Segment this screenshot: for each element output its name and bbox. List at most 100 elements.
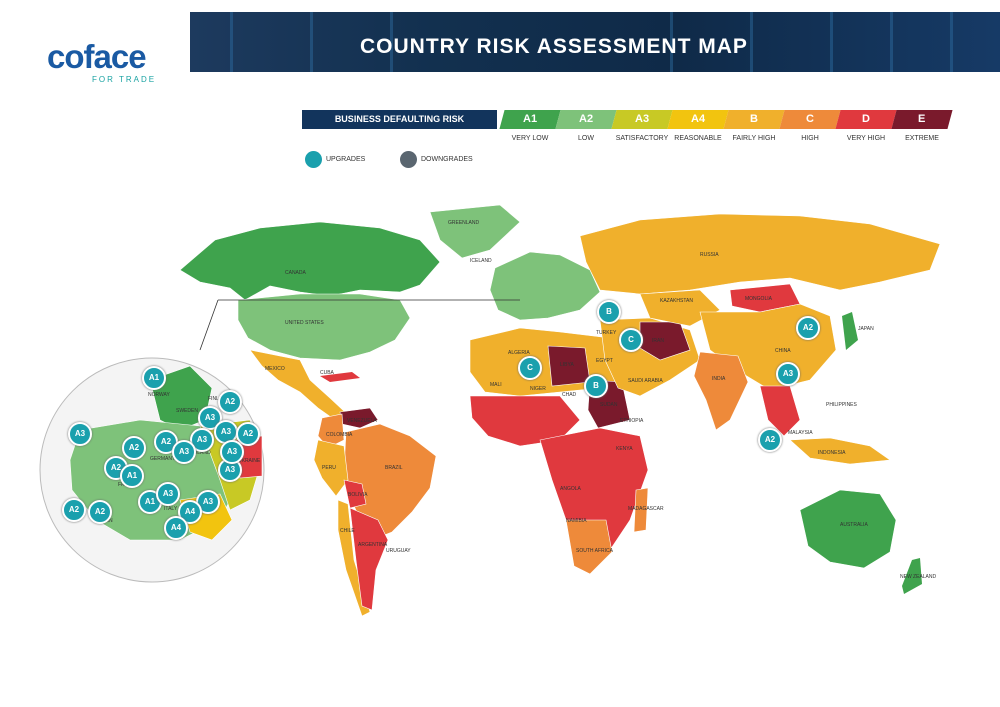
label-russia: RUSSIA — [700, 252, 719, 258]
inset-upgrade-pin[interactable]: A3 — [156, 482, 180, 506]
inset-upgrade-pin[interactable]: A2 — [236, 422, 260, 446]
label-new-zealand: NEW ZEALAND — [900, 574, 937, 580]
canada-shape — [179, 221, 441, 301]
indonesia-shape — [789, 437, 891, 465]
southern-africa-shape — [565, 519, 613, 575]
upgrade-pin[interactable]: B — [597, 300, 621, 324]
label-australia: AUSTRALIA — [840, 522, 868, 528]
label-algeria: ALGERIA — [508, 350, 530, 356]
central-africa-shape — [539, 427, 649, 561]
label-cuba: CUBA — [320, 370, 334, 376]
legend-title: BUSINESS DEFAULTING RISK — [302, 110, 497, 129]
west-africa-shape — [469, 395, 581, 447]
upgrade-pin[interactable]: A3 — [776, 362, 800, 386]
label-niger: NIGER — [530, 386, 546, 392]
label-united-states: UNITED STATES — [285, 320, 324, 326]
page-title: COUNTRY RISK ASSESSMENT MAP — [360, 35, 748, 58]
label-angola: ANGOLA — [560, 486, 581, 492]
inset-upgrade-pin[interactable]: A3 — [68, 422, 92, 446]
header-banner — [190, 12, 1000, 72]
southeast-asia-shape — [759, 385, 801, 437]
label-sudan: SUDAN — [600, 402, 618, 408]
upgrade-marker-icon — [305, 151, 322, 168]
label-madagascar: MADAGASCAR — [628, 506, 664, 512]
label-argentina: ARGENTINA — [358, 542, 388, 548]
grade-e-desc: EXTREME — [905, 135, 939, 142]
label-peru: PERU — [322, 465, 336, 471]
label-malaysia: MALAYSIA — [788, 430, 813, 436]
peru-shape — [313, 439, 349, 497]
inset-upgrade-pin[interactable]: A2 — [88, 500, 112, 524]
label-germany: GERMANY — [150, 456, 176, 462]
label-sweden: SWEDEN — [176, 408, 198, 414]
logo-tagline: FOR TRADE — [92, 75, 157, 84]
upgrade-pin[interactable]: A2 — [796, 316, 820, 340]
russia-shape — [579, 213, 941, 295]
united-states-shape — [237, 293, 411, 361]
label-iceland: ICELAND — [470, 258, 492, 264]
label-ethiopia: ETHIOPIA — [620, 418, 644, 424]
grade-d-desc: VERY HIGH — [846, 135, 886, 142]
label-venezuela: VENEZUELA — [347, 418, 377, 424]
inset-upgrade-pin[interactable]: A4 — [164, 516, 188, 540]
grade-a2-desc: LOW — [578, 135, 594, 142]
label-italy: ITALY — [164, 506, 178, 512]
label-canada: CANADA — [285, 270, 306, 276]
upgrade-pin[interactable]: A2 — [758, 428, 782, 452]
label-colombia: COLOMBIA — [326, 432, 353, 438]
mexico-shape — [249, 349, 346, 421]
label-ukraine: UKRAINE — [238, 458, 261, 464]
label-namibia: NAMIBIA — [566, 518, 587, 524]
label-iran: IRAN — [652, 338, 664, 344]
grade-c-desc: HIGH — [801, 135, 819, 142]
inset-upgrade-pin[interactable]: A3 — [220, 440, 244, 464]
label-turkey: TURKEY — [596, 330, 617, 336]
downgrades-label: DOWNGRADES — [421, 156, 473, 163]
grade-b-desc: FAIRLY HIGH — [732, 135, 776, 142]
label-norway: NORWAY — [148, 392, 170, 398]
inset-upgrade-pin[interactable]: A2 — [218, 390, 242, 414]
upgrade-pin[interactable]: C — [619, 328, 643, 352]
label-chad: CHAD — [562, 392, 577, 398]
india-shape — [693, 351, 749, 431]
inset-upgrade-pin[interactable]: A2 — [122, 436, 146, 460]
bolivia-shape — [343, 479, 367, 509]
upgrade-pin[interactable]: B — [584, 374, 608, 398]
label-bolivia: BOLIVIA — [348, 492, 368, 498]
label-uruguay: URUGUAY — [386, 548, 411, 554]
greenland-shape — [429, 204, 521, 259]
grade-a3-desc: SATISFACTORY — [615, 135, 669, 142]
europe-shape — [489, 251, 601, 321]
inset-upgrade-pin[interactable]: A3 — [190, 428, 214, 452]
upgrade-pin[interactable]: C — [518, 356, 542, 380]
label-mongolia: MONGOLIA — [745, 296, 772, 302]
label-philippines: PHILIPPINES — [826, 402, 857, 408]
label-saudi-arabia: SAUDI ARABIA — [628, 378, 663, 384]
inset-upgrade-pin[interactable]: A1 — [142, 366, 166, 390]
label-south-africa: SOUTH AFRICA — [576, 548, 613, 554]
argentina-shape — [349, 507, 389, 611]
japan-shape — [842, 312, 858, 350]
logo-wordmark: coface — [47, 38, 147, 75]
label-china: CHINA — [775, 348, 791, 354]
cuba-shape — [320, 372, 360, 382]
label-japan: JAPAN — [858, 326, 874, 332]
label-greenland: GREENLAND — [448, 220, 480, 226]
label-libya: LIBYA — [560, 362, 574, 368]
inset-upgrade-pin[interactable]: A1 — [120, 464, 144, 488]
upgrades-label: UPGRADES — [326, 156, 366, 163]
label-kazakhstan: KAZAKHSTAN — [660, 298, 693, 304]
label-mexico: MEXICO — [265, 366, 285, 372]
label-mali: MALI — [490, 382, 502, 388]
new-zealand-shape — [902, 558, 922, 594]
label-brazil: BRAZIL — [385, 465, 403, 471]
label-indonesia: INDONESIA — [818, 450, 846, 456]
inset-upgrade-pin[interactable]: A2 — [62, 498, 86, 522]
australia-shape — [799, 489, 897, 569]
label-egypt: EGYPT — [596, 358, 613, 364]
inset-upgrade-pin[interactable]: A3 — [172, 440, 196, 464]
grade-a1-desc: VERY LOW — [511, 135, 549, 142]
downgrade-marker-icon — [400, 151, 417, 168]
label-poland: POLAND — [190, 450, 211, 456]
